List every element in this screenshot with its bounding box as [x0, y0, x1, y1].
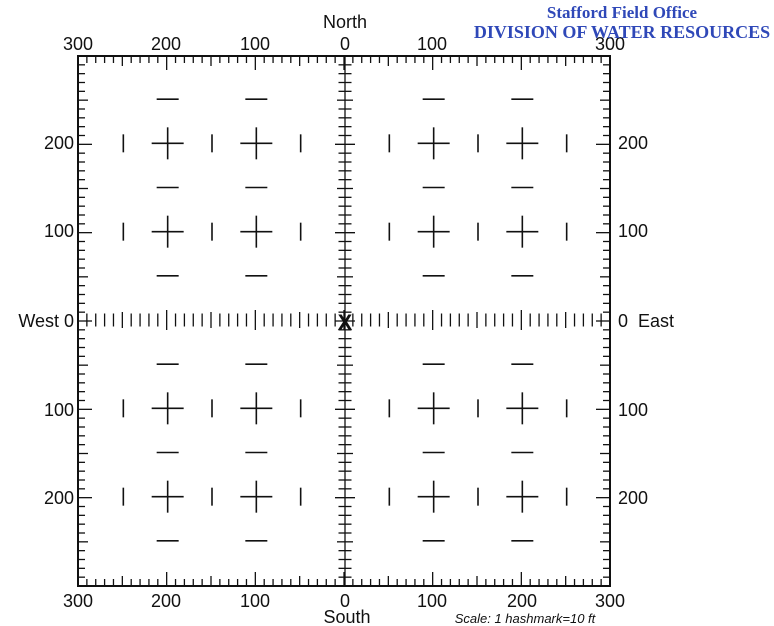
bottom-tick-label-w100: 100 — [240, 591, 270, 611]
north-label: North — [323, 12, 367, 32]
bottom-tick-label-w200: 200 — [151, 591, 181, 611]
right-tick-label-s100: 100 — [618, 400, 648, 420]
right-tick-label-n200: 200 — [618, 133, 648, 153]
right-tick-label-n100: 100 — [618, 221, 648, 241]
bottom-tick-label-e100: 100 — [417, 591, 447, 611]
left-tick-label-s200: 200 — [44, 488, 74, 508]
top-tick-label-e100: 100 — [417, 34, 447, 54]
top-tick-label-w100: 100 — [240, 34, 270, 54]
hashmark-ticks — [77, 55, 611, 587]
stamp-office-line: Stafford Field Office — [547, 3, 698, 22]
bottom-tick-label-center: 0 — [340, 591, 350, 611]
bottom-tick-label-e300: 300 — [595, 591, 625, 611]
right-tick-label-s200: 200 — [618, 488, 648, 508]
east-label: 0 East — [618, 311, 674, 331]
left-tick-label-s100: 100 — [44, 400, 74, 420]
bottom-tick-label-e200: 200 — [507, 591, 537, 611]
west-label: West 0 — [18, 311, 74, 331]
section-marks — [122, 98, 568, 542]
top-tick-label-e300: 300 — [595, 34, 625, 54]
top-tick-label-w200: 200 — [151, 34, 181, 54]
south-label: South — [323, 607, 370, 626]
left-tick-label-n100: 100 — [44, 221, 74, 241]
top-tick-label-center: 0 — [340, 34, 350, 54]
center-x-marker: X — [338, 310, 353, 335]
scale-note: Scale: 1 hashmark=10 ft — [455, 611, 597, 626]
stamp-division-line: DIVISION OF WATER RESOURCES — [474, 22, 770, 42]
top-tick-label-w300: 300 — [63, 34, 93, 54]
bottom-tick-label-w300: 300 — [63, 591, 93, 611]
left-tick-label-n200: 200 — [44, 133, 74, 153]
